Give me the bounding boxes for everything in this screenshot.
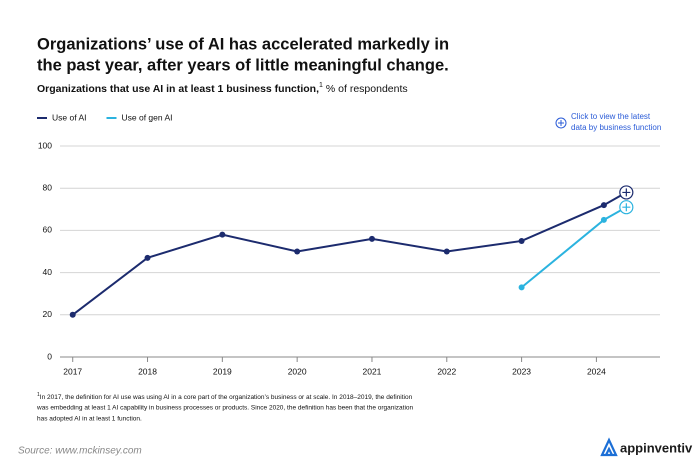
chart-title: the past year, after years of little mea… xyxy=(37,56,449,74)
data-point xyxy=(518,237,525,244)
expand-icon xyxy=(622,203,631,212)
y-tick-label: 80 xyxy=(43,182,53,192)
footnote-line: In 2017, the definition for AI use was u… xyxy=(40,394,413,401)
data-point xyxy=(368,235,375,242)
plus-icon xyxy=(558,120,564,126)
subtitle-text: Organizations that use AI in at least 1 … xyxy=(37,83,319,95)
footnote-marker: 1 xyxy=(37,392,40,398)
y-tick-label: 0 xyxy=(47,351,52,361)
data-point xyxy=(144,254,151,261)
brand-logo: appinventiv xyxy=(600,437,693,457)
expand-icon xyxy=(622,188,631,197)
data-point xyxy=(600,216,607,223)
annotation: data by business function xyxy=(571,123,661,132)
data-point xyxy=(443,248,450,255)
x-tick-label: 2018 xyxy=(138,366,157,376)
annotation: Click to view the latest xyxy=(571,112,651,121)
legend-label: Use of AI xyxy=(52,112,87,122)
x-tick-label: 2021 xyxy=(363,366,382,376)
data-point xyxy=(600,202,607,209)
annotation-link[interactable]: Click to view the latest data by busines… xyxy=(555,112,661,132)
y-tick-label: 60 xyxy=(43,225,53,235)
x-tick-label: 2022 xyxy=(437,366,456,376)
x-tick-label: 2023 xyxy=(512,366,531,376)
footnote: 1In 2017, the definition for AI use was … xyxy=(37,392,413,400)
y-tick-label: 100 xyxy=(38,140,52,150)
x-tick-label: 2019 xyxy=(213,366,232,376)
subtitle-unit: % of respondents xyxy=(326,83,408,95)
data-point xyxy=(518,284,525,291)
logo-icon xyxy=(600,437,618,457)
legend-label: Use of gen AI xyxy=(122,112,173,122)
footnote: was embedding at least 1 AI capability i… xyxy=(36,405,414,412)
subtitle: Organizations that use AI in at least 1 … xyxy=(37,82,408,95)
plus-icon xyxy=(555,117,567,129)
y-tick-label: 40 xyxy=(43,267,53,277)
footnote: has adopted AI in at least 1 function. xyxy=(37,416,142,423)
source: Source: www.mckinsey.com xyxy=(18,446,142,457)
data-point xyxy=(294,248,301,255)
brand: appinventiv xyxy=(620,440,693,455)
expand-button[interactable] xyxy=(619,185,634,200)
data-point xyxy=(219,231,226,238)
expand-button[interactable] xyxy=(619,200,634,215)
x-tick-label: 2017 xyxy=(63,366,82,376)
y-tick-label: 20 xyxy=(43,309,53,319)
x-tick-label: 2024 xyxy=(587,366,606,376)
footnote-ref: 1 xyxy=(319,82,323,89)
x-tick-label: 2020 xyxy=(288,366,307,376)
data-point xyxy=(69,311,76,318)
chart-title: Organizations’ use of AI has accelerated… xyxy=(37,35,449,53)
